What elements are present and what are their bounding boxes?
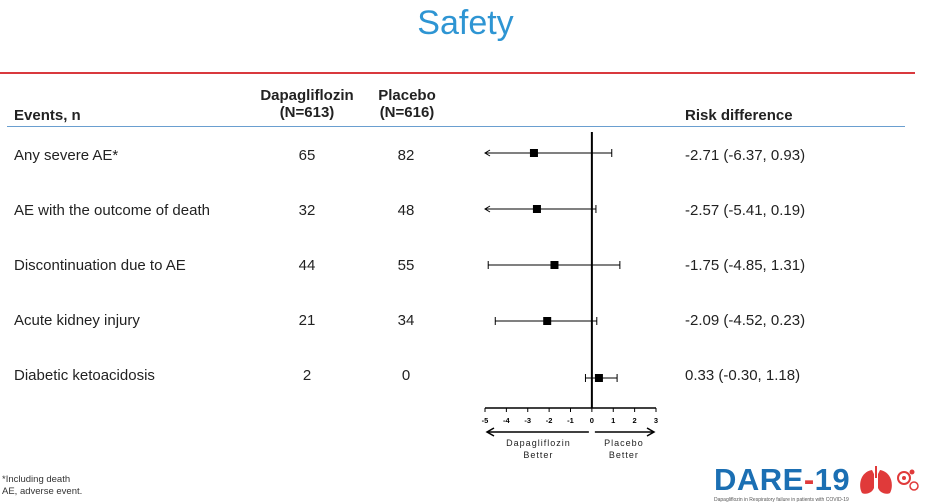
point-estimate: [594, 374, 603, 382]
row-label: Diabetic ketoacidosis: [14, 367, 155, 384]
x-tick-label: -2: [546, 416, 553, 425]
x-tick-label: 1: [611, 416, 615, 425]
risk-difference-value: -1.75 (-4.85, 1.31): [685, 257, 806, 274]
favours-right-label: Better: [609, 450, 639, 460]
point-estimate: [550, 261, 559, 269]
page-title: Safety: [417, 4, 514, 42]
dapa-count: 65: [298, 147, 316, 164]
row-label: Discontinuation due to AE: [14, 257, 186, 274]
header-dapagliflozin: Dapagliflozin (N=613): [252, 87, 362, 121]
x-tick-label: -5: [482, 416, 489, 425]
ci-arrow: [484, 149, 491, 157]
header-risk-difference: Risk difference: [685, 107, 793, 124]
favours-left-label: Better: [523, 450, 553, 460]
risk-difference-value: -2.71 (-6.37, 0.93): [685, 147, 806, 164]
dapa-count: 44: [298, 257, 316, 274]
risk-difference-value: 0.33 (-0.30, 1.18): [685, 367, 801, 384]
header-rule: [7, 126, 905, 127]
red-divider: [0, 72, 915, 74]
x-tick-label: 3: [654, 416, 658, 425]
dapa-count: 21: [298, 312, 316, 329]
row-label: Any severe AE*: [14, 147, 119, 164]
favours-right-label: Placebo: [604, 438, 644, 448]
header-placebo: Placebo (N=616): [366, 87, 448, 121]
favours-left-label: Dapagliflozin: [506, 438, 571, 448]
header-dapa-name: Dapagliflozin: [260, 87, 354, 104]
x-tick-label: 0: [590, 416, 594, 425]
x-tick-label: -1: [567, 416, 574, 425]
favours-left-arrowhead: [485, 427, 495, 437]
row-label: AE with the outcome of death: [14, 202, 210, 219]
favours-right-arrowhead: [646, 427, 656, 437]
lungs-virus-icon: [860, 466, 919, 494]
risk-difference-value: -2.57 (-5.41, 0.19): [685, 202, 806, 219]
placebo-count: 55: [397, 257, 415, 274]
x-tick-label: -3: [524, 416, 531, 425]
x-tick-label: 2: [633, 416, 637, 425]
forest-plot: -5 -4 -3 -2 -1 0 1 2 3 Dapagliflozin Better Placebo…: [482, 132, 658, 460]
point-estimate: [532, 205, 541, 213]
placebo-count: 34: [397, 312, 415, 329]
point-estimate: [543, 317, 552, 325]
dapa-count: 32: [298, 202, 316, 219]
dapa-count: 2: [302, 367, 312, 384]
row-label: Acute kidney injury: [14, 312, 140, 329]
logo-subtitle: Dapagliflozin in Respiratory failure in …: [714, 497, 849, 503]
ci-arrow: [484, 205, 491, 213]
dare19-logo: DARE-19 Dapagliflozin in Respiratory fai…: [714, 462, 924, 503]
placebo-count: 48: [397, 202, 415, 219]
footnote-ae: AE, adverse event.: [2, 486, 83, 497]
footnote-death: *Including death: [2, 474, 71, 485]
header-events: Events, n: [14, 107, 81, 124]
placebo-count: 82: [397, 147, 415, 164]
risk-difference-value: -2.09 (-4.52, 0.23): [685, 312, 806, 329]
header-placebo-name: Placebo: [378, 87, 436, 104]
x-tick-label: -4: [503, 416, 510, 425]
logo-text: DARE-19: [714, 462, 851, 497]
placebo-count: 0: [401, 367, 411, 384]
header-placebo-n: (N=616): [379, 104, 435, 121]
point-estimate: [529, 149, 538, 157]
header-dapa-n: (N=613): [279, 104, 335, 121]
